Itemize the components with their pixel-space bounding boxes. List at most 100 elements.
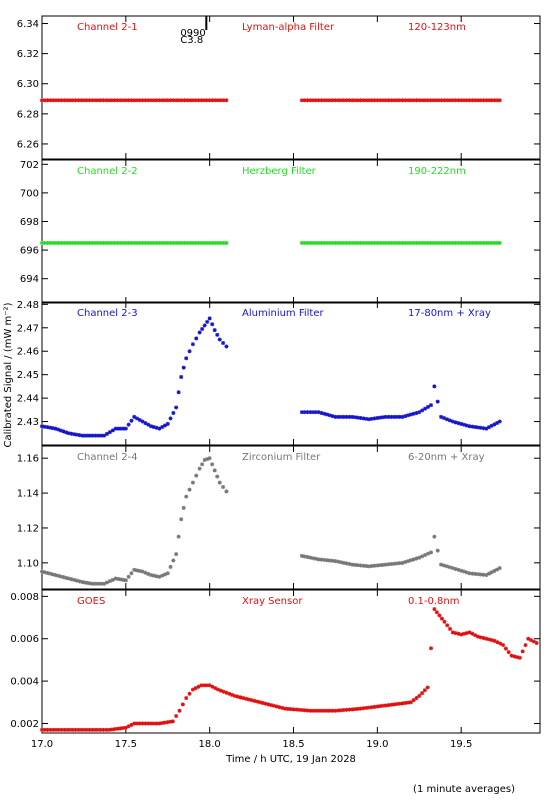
data-point: [104, 431, 109, 436]
data-point: [461, 569, 466, 574]
data-point: [87, 240, 92, 245]
data-point: [96, 581, 101, 586]
data-point: [210, 322, 215, 327]
data-point: [107, 579, 112, 584]
y-tick-label: 702: [20, 160, 39, 171]
data-point: [252, 698, 257, 703]
data-point: [148, 240, 153, 245]
data-point: [461, 631, 466, 636]
data-point: [420, 554, 425, 559]
data-point: [313, 708, 318, 713]
data-point: [123, 240, 128, 245]
data-point: [380, 415, 385, 420]
data-point: [84, 98, 89, 103]
y-tick-label: 2.46: [17, 347, 39, 358]
data-point: [93, 433, 98, 438]
y-tick-label: 6.30: [17, 79, 39, 90]
data-point: [475, 634, 480, 639]
data-point: [386, 98, 391, 103]
data-point: [204, 98, 209, 103]
data-point: [113, 426, 118, 431]
data-point: [204, 240, 209, 245]
data-point: [512, 654, 517, 659]
data-point: [197, 466, 202, 471]
data-point: [221, 484, 226, 489]
data-point: [143, 421, 148, 426]
data-point: [151, 573, 156, 578]
data-point: [132, 98, 137, 103]
data-point: [168, 98, 173, 103]
data-point: [79, 727, 84, 732]
data-point: [392, 98, 397, 103]
data-point: [53, 727, 58, 732]
data-point: [132, 567, 137, 572]
data-point: [350, 562, 355, 567]
data-point: [146, 571, 151, 576]
data-point: [42, 727, 47, 732]
data-point: [302, 240, 307, 245]
y-tick-label: 6.26: [17, 139, 39, 150]
data-point: [400, 98, 405, 103]
data-point: [380, 98, 385, 103]
data-point: [205, 457, 210, 462]
data-point: [174, 405, 179, 410]
data-point: [392, 702, 397, 707]
data-point: [45, 98, 50, 103]
data-point: [126, 724, 131, 729]
data-point: [501, 643, 506, 648]
data-point: [45, 240, 50, 245]
data-point: [437, 613, 442, 618]
data-point: [194, 473, 199, 478]
data-point: [372, 416, 377, 421]
data-point: [487, 425, 492, 430]
data-point: [475, 240, 480, 245]
x-tick-label: 19.0: [366, 739, 388, 750]
data-point: [123, 98, 128, 103]
data-point: [489, 423, 494, 428]
data-point: [40, 240, 44, 245]
data-point: [56, 98, 61, 103]
data-point: [383, 98, 388, 103]
y-tick-label: 0.002: [10, 719, 39, 730]
data-point: [93, 240, 98, 245]
data-point: [389, 98, 394, 103]
data-point: [190, 687, 195, 692]
data-point: [509, 653, 514, 658]
y-tick-label: 2.44: [17, 394, 39, 405]
data-point: [417, 555, 422, 560]
data-point: [51, 98, 56, 103]
data-point: [439, 616, 444, 621]
data-point: [132, 414, 137, 419]
data-point: [322, 98, 327, 103]
data-point: [148, 98, 153, 103]
data-point: [467, 571, 472, 576]
data-point: [174, 98, 179, 103]
data-point: [73, 240, 78, 245]
data-point: [182, 240, 187, 245]
data-point: [104, 98, 109, 103]
data-point: [40, 569, 44, 574]
data-point: [110, 428, 115, 433]
data-point: [422, 98, 427, 103]
data-point: [442, 98, 447, 103]
data-point: [90, 581, 95, 586]
data-point: [423, 406, 428, 411]
data-point: [73, 98, 78, 103]
data-point: [403, 98, 408, 103]
data-point: [101, 727, 106, 732]
data-point: [420, 408, 425, 413]
data-point: [224, 690, 229, 695]
data-point: [456, 240, 461, 245]
data-point: [84, 240, 89, 245]
data-point: [350, 98, 355, 103]
data-point: [76, 727, 81, 732]
data-point: [95, 727, 100, 732]
data-point: [386, 562, 391, 567]
data-point: [358, 240, 363, 245]
data-point: [200, 326, 205, 331]
data-point: [87, 581, 92, 586]
data-point: [417, 410, 422, 415]
data-point: [196, 240, 201, 245]
y-tick-label: 1.16: [17, 454, 39, 465]
data-point: [74, 578, 79, 583]
